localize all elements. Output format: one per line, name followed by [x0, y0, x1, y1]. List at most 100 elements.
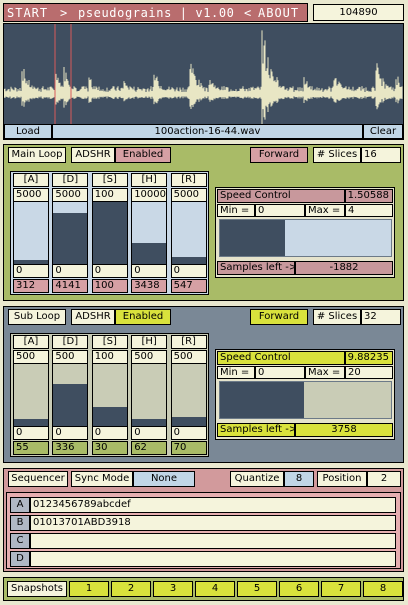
main-loop-title: Main Loop [8, 147, 66, 163]
main_loop-env-min: 0 [91, 264, 128, 278]
sub_loop-env-1: [D] 500 0 336 [52, 334, 89, 458]
waveform-display[interactable] [4, 24, 403, 124]
sub-speed-slider-fill [220, 382, 304, 418]
sub_loop-env-slider-fill [53, 384, 88, 426]
sub_loop-env-name: [A] [13, 335, 49, 349]
main-samples-value: -1882 [295, 261, 393, 275]
snapshot-button-2[interactable]: 2 [111, 581, 151, 597]
sub-min-label: Min = [217, 366, 255, 379]
main_loop-env-slider-fill [171, 257, 206, 264]
main_loop-env-name: [H] [131, 173, 168, 187]
sub_loop-env-max: 500 [131, 350, 168, 364]
main-speed-value: 1.50588 [345, 189, 393, 203]
sub_loop-env-4: [R] 500 0 70 [170, 334, 207, 458]
main_loop-env-slider[interactable] [91, 202, 128, 264]
sequencer-title: Sequencer [8, 471, 68, 487]
sub_loop-env-value: 70 [170, 441, 207, 455]
main_loop-env-slider-fill [132, 243, 167, 264]
main_loop-env-slider[interactable] [52, 202, 89, 264]
main-min-input[interactable]: 0 [255, 204, 305, 217]
sub_loop-env-max: 100 [91, 350, 128, 364]
snapshot-button-7[interactable]: 7 [321, 581, 361, 597]
sequence-key-b: B [10, 515, 30, 531]
sub_loop-env-min: 0 [91, 426, 128, 440]
file-name-display: 100action-16-44.wav [52, 124, 363, 139]
sequence-input-c[interactable] [30, 533, 396, 549]
sub_loop-env-slider[interactable] [91, 364, 128, 426]
main-speed-slider[interactable] [219, 219, 392, 257]
snapshot-button-1[interactable]: 1 [69, 581, 109, 597]
snapshot-button-5[interactable]: 5 [237, 581, 277, 597]
sub_loop-env-name: [D] [52, 335, 89, 349]
waveform-panel [3, 23, 404, 140]
sub-max-input[interactable]: 20 [345, 366, 393, 379]
sub-speed-slider[interactable] [219, 381, 392, 419]
sub_loop-env-max: 500 [170, 350, 207, 364]
sync-mode-label: Sync Mode [71, 471, 133, 487]
sub-adshr-enabled-toggle[interactable]: Enabled [115, 309, 171, 325]
snapshot-button-3[interactable]: 3 [153, 581, 193, 597]
sub-samples-value: 3758 [295, 423, 393, 437]
sub_loop-env-slider[interactable] [13, 364, 49, 426]
main-adshr-enabled-toggle[interactable]: Enabled [115, 147, 171, 163]
sub_loop-env-2: [S] 100 0 30 [91, 334, 128, 458]
main-samples-label: Samples left -> [217, 261, 295, 275]
sub-loop-title: Sub Loop [8, 309, 66, 325]
sequence-input-d[interactable] [30, 551, 396, 567]
main_loop-env-value: 100 [91, 279, 128, 293]
sub_loop-env-value: 55 [13, 441, 49, 455]
sequence-key-d: D [10, 551, 30, 567]
snapshot-button-6[interactable]: 6 [279, 581, 319, 597]
snapshot-button-8[interactable]: 8 [363, 581, 403, 597]
main_loop-env-name: [R] [170, 173, 207, 187]
sequence-input-a[interactable]: 0123456789abcdef [30, 497, 396, 513]
main_loop-env-slider[interactable] [131, 202, 168, 264]
main_loop-env-max: 5000 [170, 188, 207, 202]
sub_loop-env-slider-fill [92, 407, 127, 426]
main_loop-env-slider[interactable] [13, 202, 49, 264]
main-slices-input[interactable]: 16 [361, 147, 401, 163]
start-button[interactable]: START [7, 6, 49, 20]
sync-mode-select[interactable]: None [133, 471, 195, 487]
sub_loop-env-min: 0 [52, 426, 89, 440]
sub-direction-button[interactable]: Forward [250, 309, 308, 325]
sequence-key-a: A [10, 497, 30, 513]
sub_loop-env-value: 30 [91, 441, 128, 455]
load-button[interactable]: Load [4, 124, 52, 139]
sequence-input-b[interactable]: 01013701ABD3918 [30, 515, 396, 531]
arrow-right-icon: > [60, 6, 68, 20]
main_loop-env-slider-fill [92, 202, 127, 264]
sub-speed-label: Speed Control [217, 351, 345, 365]
about-button[interactable]: ABOUT [258, 6, 300, 20]
sub_loop-env-min: 0 [13, 426, 49, 440]
sub-max-label: Max = [305, 366, 345, 379]
main-max-input[interactable]: 4 [345, 204, 393, 217]
sub-slices-input[interactable]: 32 [361, 309, 401, 325]
main_loop-env-min: 0 [13, 264, 49, 278]
main_loop-env-name: [A] [13, 173, 49, 187]
sub_loop-env-slider[interactable] [52, 364, 89, 426]
main_loop-env-0: [A] 5000 0 312 [13, 172, 49, 296]
main_loop-env-max: 100 [91, 188, 128, 202]
sub_loop-env-name: [S] [91, 335, 128, 349]
clear-button[interactable]: Clear [363, 124, 403, 139]
main_loop-env-name: [D] [52, 173, 89, 187]
main-envelope-group: [A] 5000 0 312 [D] 5000 0 4141 [S] 100 0 100 [H] 1000… [10, 171, 209, 295]
main_loop-env-max: 5000 [52, 188, 89, 202]
sub_loop-env-min: 0 [170, 426, 207, 440]
main_loop-env-value: 547 [170, 279, 207, 293]
quantize-input[interactable]: 8 [284, 471, 314, 487]
sub_loop-env-slider[interactable] [170, 364, 207, 426]
main-direction-button[interactable]: Forward [250, 147, 308, 163]
snapshot-button-4[interactable]: 4 [195, 581, 235, 597]
sub-envelope-group: [A] 500 0 55 [D] 500 0 336 [S] 100 0 30 [H] 500 0 62 [R]… [10, 333, 209, 457]
sub_loop-env-name: [R] [170, 335, 207, 349]
main_loop-env-min: 0 [131, 264, 168, 278]
sub_loop-env-slider[interactable] [131, 364, 168, 426]
main_loop-env-slider[interactable] [170, 202, 207, 264]
sequence-key-c: C [10, 533, 30, 549]
sub-min-input[interactable]: 0 [255, 366, 305, 379]
sub_loop-env-min: 0 [131, 426, 168, 440]
counter-display: 104890 [313, 4, 404, 21]
sub_loop-env-max: 500 [13, 350, 49, 364]
